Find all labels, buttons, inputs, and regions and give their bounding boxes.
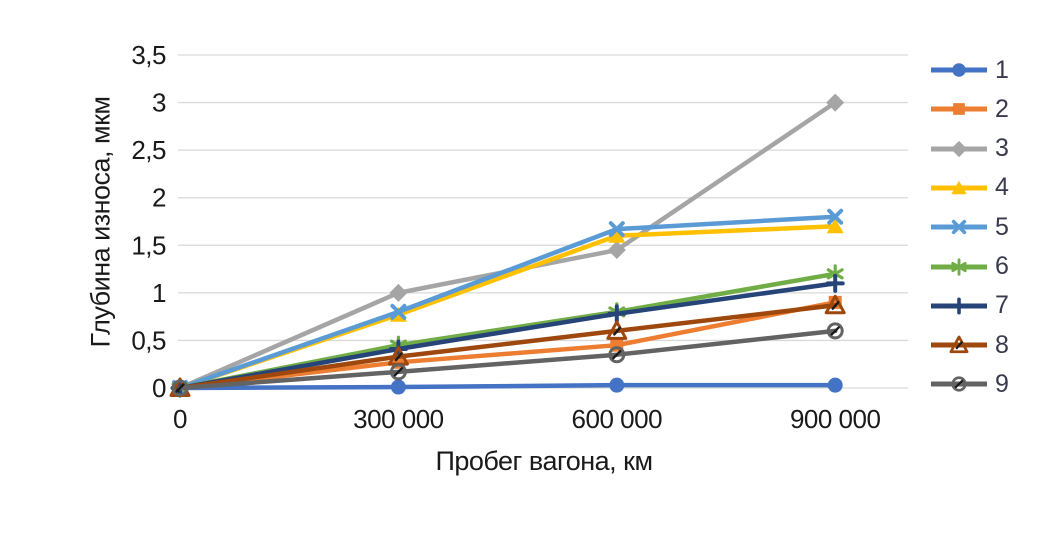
series-7-marker bbox=[825, 273, 845, 293]
y-tick-label: 0,5 bbox=[131, 325, 166, 355]
series-1-marker bbox=[827, 377, 843, 393]
legend-label: 4 bbox=[995, 173, 1009, 202]
legend-label: 6 bbox=[995, 252, 1009, 280]
x-tick-label: 300 000 bbox=[353, 404, 444, 434]
y-tick-label: 3,5 bbox=[131, 40, 166, 70]
legend-key-2 bbox=[931, 103, 987, 116]
legend-key-7 bbox=[931, 297, 987, 315]
legend-item-8: 8 bbox=[928, 325, 1009, 365]
y-tick-label: 2,5 bbox=[131, 135, 166, 165]
legend-label: 8 bbox=[995, 330, 1009, 359]
y-tick-label: 3 bbox=[152, 88, 166, 118]
series-marker bbox=[951, 376, 967, 393]
legend-label: 1 bbox=[995, 55, 1009, 84]
x-tick-label: 0 bbox=[173, 404, 187, 434]
legend-label: 3 bbox=[995, 134, 1009, 163]
legend-item-4: 4 bbox=[928, 168, 1009, 208]
series-5-marker bbox=[827, 208, 844, 225]
x-tick-label: 900 000 bbox=[790, 404, 881, 434]
legend-item-9: 9 bbox=[928, 364, 1009, 404]
series-1-marker bbox=[390, 379, 406, 395]
series-marker bbox=[953, 103, 965, 116]
series-9-marker bbox=[826, 322, 844, 340]
series-9-marker bbox=[608, 346, 626, 364]
legend-label: 5 bbox=[995, 212, 1009, 241]
legend-key-6 bbox=[931, 257, 987, 276]
y-tick-label: 2 bbox=[152, 183, 166, 213]
series-line-2 bbox=[177, 300, 838, 391]
y-tick-label: 1,5 bbox=[131, 230, 166, 260]
series-9-marker bbox=[389, 363, 407, 381]
series-marker bbox=[950, 140, 968, 157]
series-line-8 bbox=[177, 302, 838, 391]
series-marker bbox=[951, 219, 967, 235]
legend-item-6: 6 bbox=[928, 247, 1009, 287]
series-marker bbox=[951, 257, 967, 276]
legend-label: 7 bbox=[995, 291, 1009, 320]
series-5-marker bbox=[608, 221, 625, 238]
series-3-marker bbox=[389, 283, 408, 302]
series-marker bbox=[951, 180, 967, 195]
x-axis-title: Пробег вагона, км bbox=[435, 446, 653, 476]
legend-label: 2 bbox=[995, 94, 1009, 123]
legend-label: 9 bbox=[995, 369, 1009, 398]
series-marker bbox=[949, 335, 969, 354]
legend-item-2: 2 bbox=[928, 89, 1009, 129]
series-4-marker bbox=[608, 227, 626, 243]
legend-item-3: 3 bbox=[928, 129, 1009, 169]
x-tick-label: 600 000 bbox=[572, 404, 663, 434]
legend-item-7: 7 bbox=[928, 286, 1009, 326]
legend-key-1 bbox=[931, 63, 987, 77]
legend-key-5 bbox=[931, 219, 987, 235]
series-line-7 bbox=[177, 281, 838, 391]
series-3-marker bbox=[826, 93, 845, 112]
series-marker bbox=[950, 297, 968, 315]
legend-item-1: 1 bbox=[928, 50, 1009, 90]
series-7-marker bbox=[607, 304, 627, 324]
y-tick-label: 0 bbox=[152, 373, 166, 403]
series-line-1 bbox=[177, 382, 838, 391]
series-line-5 bbox=[177, 214, 838, 391]
legend-key-4 bbox=[931, 180, 987, 195]
series-8-marker bbox=[824, 294, 846, 315]
y-axis-title: Глубина износа, мкм bbox=[85, 96, 116, 348]
series-5-marker bbox=[390, 303, 407, 320]
series-marker bbox=[952, 63, 966, 77]
legend-key-3 bbox=[931, 140, 987, 157]
legend-item-5: 5 bbox=[928, 207, 1009, 247]
y-tick-label: 1 bbox=[152, 278, 166, 308]
series-3-marker bbox=[607, 241, 626, 260]
series-line-9 bbox=[177, 328, 838, 391]
series-8-marker bbox=[606, 320, 628, 340]
legend-key-8 bbox=[931, 335, 987, 354]
legend-key-9 bbox=[931, 376, 987, 393]
series-4-marker bbox=[826, 218, 844, 234]
series-1-marker bbox=[609, 377, 625, 393]
series-9-marker bbox=[171, 379, 189, 397]
